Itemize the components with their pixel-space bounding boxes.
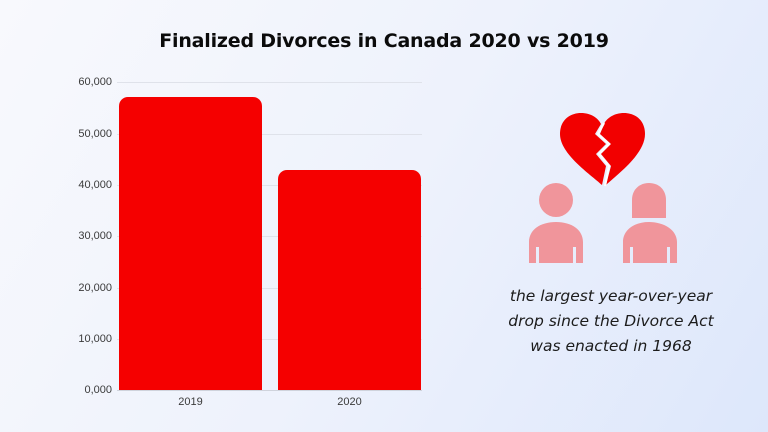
gridline <box>117 82 422 83</box>
gridline <box>117 185 422 186</box>
x-tick-label: 2019 <box>178 396 203 408</box>
divorce-illustration <box>520 108 700 273</box>
annotation-line: the largest year-over-year <box>509 287 713 305</box>
y-tick-label: 0,000 <box>84 384 112 396</box>
annotation-text: the largest year-over-year drop since th… <box>470 284 752 359</box>
gridline <box>117 236 422 237</box>
x-tick-label: 2020 <box>337 396 362 408</box>
y-tick-label: 30,000 <box>78 230 112 242</box>
gridline <box>117 134 422 135</box>
bar-2019 <box>119 97 262 390</box>
woman-icon <box>623 183 677 263</box>
chart-title: Finalized Divorces in Canada 2020 vs 201… <box>159 30 609 52</box>
gridline <box>117 288 422 289</box>
bar-2020 <box>278 169 421 390</box>
y-tick-label: 50,000 <box>78 128 112 140</box>
y-tick-label: 10,000 <box>78 333 112 345</box>
broken-heart-icon <box>560 113 645 187</box>
x-axis-baseline <box>117 390 422 391</box>
gridline <box>117 339 422 340</box>
y-tick-label: 60,000 <box>78 76 112 88</box>
annotation-line: was enacted in 1968 <box>530 337 692 355</box>
y-tick-label: 20,000 <box>78 282 112 294</box>
annotation-line: drop since the Divorce Act <box>508 312 714 330</box>
man-icon <box>529 183 583 263</box>
y-tick-label: 40,000 <box>78 179 112 191</box>
